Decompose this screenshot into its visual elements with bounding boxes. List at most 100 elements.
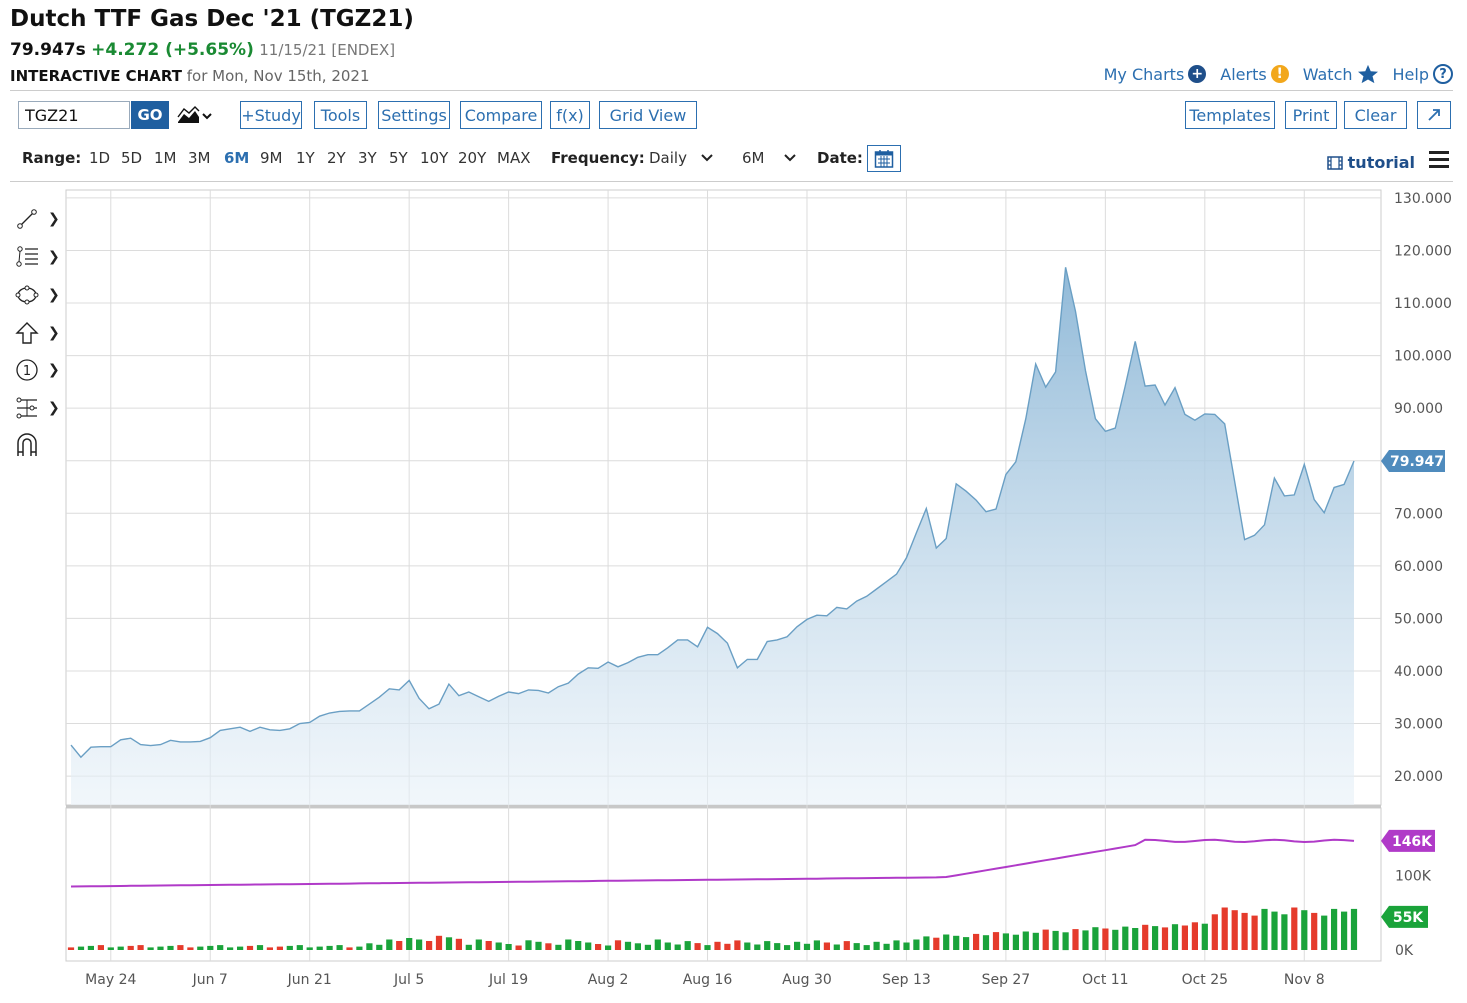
frequency-value: Daily (649, 149, 687, 167)
range-5y[interactable]: 5Y (389, 149, 408, 167)
help-link[interactable]: Help ? (1393, 64, 1453, 84)
fibonacci-tool[interactable]: ❯ (14, 243, 60, 271)
chart-type-icon (177, 106, 212, 123)
volume-bar (624, 941, 632, 950)
volume-bar (1301, 910, 1308, 950)
range-20y[interactable]: 20Y (458, 149, 487, 167)
range-1m[interactable]: 1M (154, 149, 177, 167)
volume-bar (1331, 908, 1338, 950)
watch-label: Watch (1302, 64, 1353, 84)
volume-marker (1381, 905, 1428, 928)
volume-bar (565, 939, 572, 950)
calendar-icon (874, 150, 894, 168)
go-button[interactable]: GO (131, 101, 169, 129)
divider (10, 90, 1453, 91)
volume-bar (336, 945, 343, 950)
volume-bar (376, 944, 383, 950)
range-1y[interactable]: 1Y (296, 149, 315, 167)
range-3y[interactable]: 3Y (358, 149, 377, 167)
volume-bar (654, 939, 661, 950)
volume-bar (177, 945, 184, 950)
volume-bar (774, 943, 781, 950)
range-9m[interactable]: 9M (260, 149, 283, 167)
volume-bar (237, 946, 244, 950)
alerts-link[interactable]: Alerts ! (1220, 65, 1289, 84)
volume-bar (1052, 930, 1059, 950)
volume-bar (107, 947, 114, 950)
x-tick-label: Sep 27 (982, 972, 1031, 988)
measure-tool[interactable]: ❯ (14, 394, 60, 422)
volume-bar (1201, 923, 1208, 950)
volume-bar (127, 945, 134, 950)
shapes-tool[interactable]: ❯ (14, 281, 60, 309)
trendline-tool[interactable]: ❯ (14, 205, 60, 233)
volume-bar (97, 945, 104, 950)
expand-button[interactable] (1417, 101, 1451, 129)
y-tick-label: 70.000 (1394, 506, 1443, 522)
range-6m[interactable]: 6M (224, 149, 250, 167)
x-tick-label: Aug 30 (782, 972, 832, 988)
symbol-input[interactable] (18, 101, 130, 129)
chart-label: INTERACTIVE CHART (10, 67, 182, 85)
volume-bar (595, 944, 602, 950)
my-charts-link[interactable]: My Charts + (1104, 65, 1207, 84)
help-icon: ? (1433, 64, 1453, 84)
range-max[interactable]: MAX (497, 149, 531, 167)
svg-text:1: 1 (23, 364, 31, 379)
volume-bar (465, 944, 472, 950)
range-5d[interactable]: 5D (121, 149, 143, 167)
volume-bar (1002, 933, 1009, 950)
clear-button[interactable]: Clear (1344, 101, 1407, 129)
menu-icon[interactable] (1429, 151, 1449, 172)
volume-bar (525, 940, 532, 950)
settings-button[interactable]: Settings (378, 101, 450, 129)
range-3m[interactable]: 3M (188, 149, 211, 167)
volume-bar (605, 945, 612, 950)
volume-bar (913, 939, 920, 950)
volume-bar (853, 943, 860, 950)
add-study-button[interactable]: +Study (240, 101, 302, 129)
annotation-tool[interactable]: 1 ❯ (14, 356, 60, 384)
volume-bar (843, 941, 850, 950)
grid-view-button[interactable]: Grid View (599, 101, 697, 129)
volume-bar (286, 945, 293, 950)
date-picker-button[interactable] (867, 145, 901, 172)
templates-button[interactable]: Templates (1185, 101, 1275, 129)
price-change: +4.272 (+5.65%) (91, 40, 254, 60)
range-10y[interactable]: 10Y (420, 149, 449, 167)
volume-bar (1171, 924, 1179, 950)
y-tick-label: 100.000 (1394, 349, 1452, 365)
chart-type-selector[interactable] (177, 105, 217, 127)
range-bar: Range: 1D 5D 1M 3M 6M 9M 1Y 2Y 3Y 5Y 10Y… (22, 145, 1453, 172)
frequency-select[interactable]: Daily (649, 149, 714, 167)
range-2y[interactable]: 2Y (327, 149, 346, 167)
tools-button[interactable]: Tools (314, 101, 367, 129)
period-select[interactable]: 6M (742, 149, 797, 167)
magnet-tool[interactable] (14, 431, 60, 459)
x-tick-label: Jul 5 (393, 972, 424, 988)
volume-bar (326, 945, 333, 950)
alert-icon: ! (1270, 65, 1289, 83)
volume-bar (873, 941, 880, 950)
range-1d[interactable]: 1D (89, 149, 111, 167)
volume-bar (992, 932, 1000, 950)
volume-bar (197, 946, 204, 950)
volume-bar (266, 947, 273, 950)
x-tick-label: Oct 25 (1182, 972, 1228, 988)
volume-bar (366, 943, 373, 950)
expand-icon (1428, 109, 1440, 121)
fx-button[interactable]: f(x) (550, 101, 590, 129)
date-label: Date: (817, 149, 863, 167)
compare-button[interactable]: Compare (460, 101, 542, 129)
volume-bar (555, 944, 562, 950)
watch-link[interactable]: Watch (1303, 64, 1379, 84)
volume-bar (1012, 934, 1019, 950)
print-button[interactable]: Print (1285, 101, 1337, 129)
arrow-tool[interactable]: ❯ (14, 319, 60, 347)
volume-bar (276, 946, 283, 950)
measure-icon (16, 397, 37, 419)
volume-bar (306, 947, 313, 950)
volume-bar (1211, 914, 1218, 950)
tutorial-link[interactable]: tutorial (1326, 153, 1415, 172)
